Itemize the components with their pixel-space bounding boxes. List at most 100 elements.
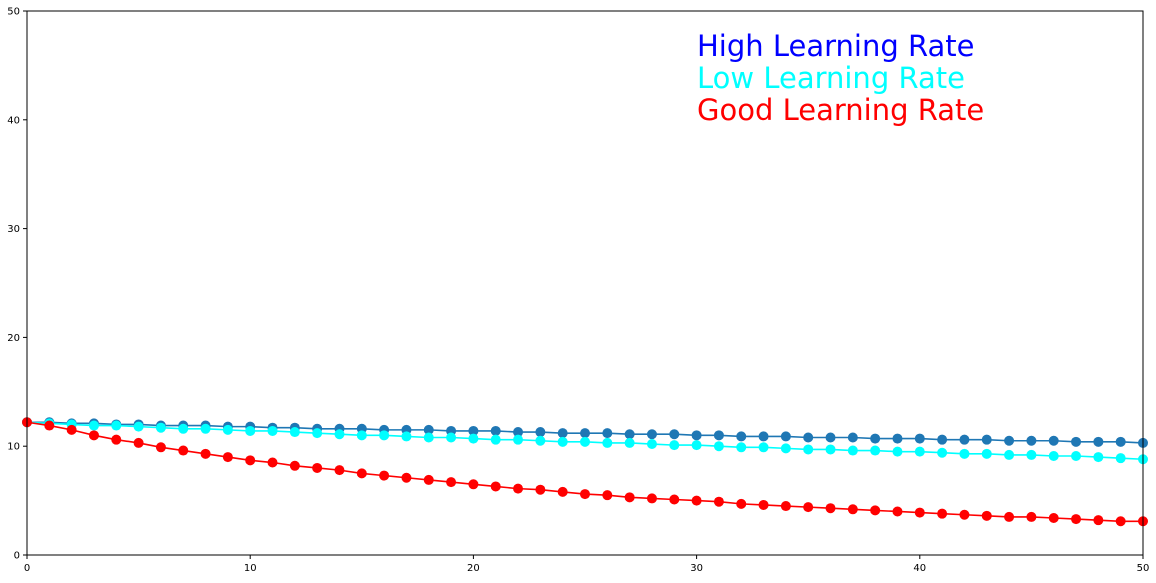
data-point (513, 427, 524, 438)
data-point (535, 427, 546, 438)
data-point (267, 457, 278, 468)
data-point (646, 429, 657, 440)
data-point (446, 477, 457, 488)
data-point (446, 432, 457, 443)
data-point (825, 432, 836, 443)
data-point (200, 448, 211, 459)
data-point (691, 430, 702, 441)
data-point (780, 431, 791, 442)
y-tick-label: 0 (14, 551, 20, 562)
x-tick-label: 10 (244, 563, 257, 574)
data-point (602, 428, 613, 439)
data-point (959, 509, 970, 520)
data-point (1093, 452, 1104, 463)
data-point (468, 433, 479, 444)
data-point (490, 425, 501, 436)
data-point (981, 434, 992, 445)
data-point (1004, 511, 1015, 522)
data-point (401, 431, 412, 442)
annotation-layer: High Learning Rate Low Learning Rate Goo… (697, 29, 984, 127)
data-point (133, 437, 144, 448)
data-point (334, 465, 345, 476)
data-point (602, 437, 613, 448)
data-point (379, 470, 390, 481)
data-point (178, 445, 189, 456)
data-point (289, 460, 300, 471)
data-point (847, 504, 858, 515)
data-point (959, 434, 970, 445)
data-point (1004, 449, 1015, 460)
data-point (981, 448, 992, 459)
data-point (356, 468, 367, 479)
data-point (178, 423, 189, 434)
data-point (1048, 513, 1059, 524)
x-tick-label: 30 (690, 563, 703, 574)
data-point (1093, 515, 1104, 526)
data-point (1115, 453, 1126, 464)
data-point (155, 442, 166, 453)
data-point (401, 472, 412, 483)
data-point (580, 489, 590, 500)
data-point (1026, 449, 1037, 460)
x-tick-label: 0 (24, 563, 30, 574)
data-point (892, 446, 903, 457)
data-point (937, 508, 948, 519)
data-point (669, 440, 680, 451)
data-point (535, 484, 546, 495)
data-point (423, 474, 434, 485)
annotation-good-learning-rate: Good Learning Rate (697, 93, 984, 127)
data-point (981, 510, 992, 521)
data-point (803, 444, 814, 455)
data-point (803, 432, 814, 443)
data-point (111, 434, 122, 445)
data-point (1026, 511, 1037, 522)
data-point (780, 501, 791, 512)
data-point (1115, 516, 1126, 527)
data-point (513, 483, 524, 494)
data-point (200, 423, 211, 434)
data-point (557, 428, 568, 439)
data-point (959, 448, 970, 459)
series-layer (22, 417, 1148, 527)
data-point (88, 430, 99, 441)
data-point (535, 435, 546, 446)
data-point (1071, 436, 1082, 447)
data-point (155, 422, 166, 433)
data-point (222, 452, 233, 463)
data-point (736, 431, 747, 442)
data-point (758, 431, 769, 442)
data-point (356, 430, 367, 441)
data-point (289, 427, 300, 438)
data-point (1093, 436, 1104, 447)
data-point (267, 425, 278, 436)
data-point (669, 429, 680, 440)
data-point (624, 437, 635, 448)
data-point (580, 436, 590, 447)
data-point (423, 432, 434, 443)
y-tick-label: 10 (7, 442, 20, 453)
data-point (892, 506, 903, 517)
x-tick-label: 50 (1137, 563, 1150, 574)
data-point (646, 439, 657, 450)
data-point (222, 424, 233, 435)
y-tick-label: 40 (7, 115, 20, 126)
annotation-low-learning-rate: Low Learning Rate (697, 61, 965, 95)
data-point (937, 434, 948, 445)
data-point (780, 443, 791, 454)
data-point (758, 499, 769, 510)
data-point (870, 505, 881, 516)
data-point (1048, 450, 1059, 461)
data-point (914, 446, 925, 457)
data-point (88, 420, 99, 431)
y-tick-label: 30 (7, 224, 20, 235)
data-point (937, 447, 948, 458)
y-tick-label: 20 (7, 333, 20, 344)
data-point (914, 433, 925, 444)
series-red (22, 417, 1148, 527)
data-point (379, 430, 390, 441)
axes-layer: 0 10 20 30 40 50 0 10 20 30 40 50 (7, 7, 1149, 575)
data-point (736, 442, 747, 453)
x-tick-label: 20 (467, 563, 480, 574)
data-point (669, 494, 680, 505)
data-point (624, 492, 635, 503)
